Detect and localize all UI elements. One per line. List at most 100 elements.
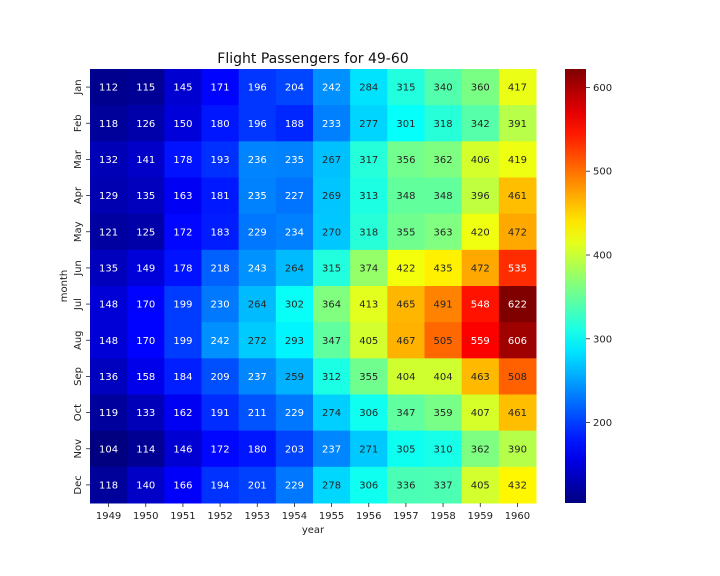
cell-value-label: 141: [136, 155, 155, 166]
heatmap-cell: [350, 466, 388, 504]
heatmap-cell: [350, 249, 388, 287]
cell-value-label: 347: [322, 336, 341, 347]
x-tick-label: 1956: [356, 511, 381, 522]
cell-value-label: 145: [173, 83, 192, 94]
heatmap-cell: [498, 177, 537, 215]
heatmap-cell: [498, 394, 537, 432]
cell-value-label: 374: [359, 263, 378, 274]
heatmap-cell: [387, 286, 425, 323]
heatmap-cell: [238, 466, 277, 504]
cell-value-label: 230: [211, 300, 230, 311]
heatmap-cell: [350, 69, 388, 106]
cell-value-label: 306: [359, 480, 378, 491]
heatmap-cell: [127, 69, 165, 106]
heatmap-cell: [164, 358, 202, 395]
cell-value-label: 337: [434, 480, 453, 491]
cell-value-label: 243: [248, 263, 267, 274]
cell-value-label: 355: [396, 227, 415, 238]
heatmap-cell: [238, 69, 277, 106]
heatmap-cell: [164, 249, 202, 287]
heatmap-cell: [90, 322, 128, 359]
heatmap-cell: [90, 105, 128, 142]
heatmap-cell: [424, 69, 463, 106]
cell-value-label: 461: [508, 408, 527, 419]
heatmap-cell: [498, 213, 537, 251]
cell-value-label: 171: [211, 83, 230, 94]
cell-value-label: 340: [434, 83, 453, 94]
heatmap-cell: [313, 286, 351, 323]
colorbar-tick-label: 200: [593, 418, 612, 429]
heatmap-cell: [275, 394, 314, 432]
heatmap-cell: [313, 322, 351, 359]
cell-value-label: 277: [359, 119, 378, 130]
heatmap-cell: [387, 105, 425, 142]
colorbar: 200 300 400 500 600: [565, 69, 612, 503]
x-tick-label: 1957: [393, 511, 418, 522]
cell-value-label: 461: [508, 191, 527, 202]
heatmap-cell: [313, 430, 351, 468]
heatmap-cell: [498, 141, 537, 178]
cell-value-label: 313: [359, 191, 378, 202]
heatmap-cell: [424, 249, 463, 287]
cell-value-label: 158: [136, 372, 155, 383]
cell-value-label: 135: [99, 263, 118, 274]
heatmap-cell: [238, 249, 277, 287]
heatmap-cell: [424, 322, 463, 359]
cell-value-label: 267: [322, 155, 341, 166]
heatmap-cell: [461, 141, 500, 178]
heatmap-cell: [461, 249, 500, 287]
heatmap-cell: [387, 141, 425, 178]
heatmap-cell: [275, 177, 314, 215]
cell-value-label: 191: [211, 408, 230, 419]
heatmap-cell: [201, 249, 240, 287]
cell-value-label: 180: [248, 444, 267, 455]
cell-value-label: 229: [285, 408, 304, 419]
heatmap-cell: [387, 213, 425, 251]
cell-value-label: 419: [508, 155, 527, 166]
cell-value-label: 467: [396, 336, 415, 347]
heatmap-cell: [238, 105, 277, 142]
cell-value-label: 163: [173, 191, 192, 202]
cell-value-label: 472: [471, 263, 490, 274]
cell-value-label: 199: [173, 300, 192, 311]
cell-value-label: 390: [508, 444, 527, 455]
cell-value-label: 180: [211, 119, 230, 130]
chart-title: Flight Passengers for 49-60: [217, 51, 408, 67]
cell-value-label: 465: [396, 300, 415, 311]
cell-value-label: 162: [173, 408, 192, 419]
x-tick-label: 1958: [430, 511, 455, 522]
cell-value-label: 237: [322, 444, 341, 455]
cell-value-label: 237: [248, 372, 267, 383]
heatmap-cell: [313, 213, 351, 251]
cell-value-label: 362: [471, 444, 490, 455]
cell-value-label: 115: [136, 83, 155, 94]
cell-value-label: 172: [211, 444, 230, 455]
heatmap-cell: [461, 430, 500, 468]
cell-value-label: 170: [136, 336, 155, 347]
cell-value-label: 148: [99, 336, 118, 347]
heatmap-cell: [461, 394, 500, 432]
heatmap-cells: 112 115 145 171 196 204 242 284 315 340 360 417 118 1…: [90, 69, 537, 504]
cell-value-label: 121: [99, 227, 118, 238]
cell-value-label: 420: [471, 227, 490, 238]
cell-value-label: 172: [173, 227, 192, 238]
heatmap-cell: [201, 322, 240, 359]
heatmap-cell: [424, 430, 463, 468]
heatmap-cell: [424, 213, 463, 251]
colorbar-tick-label: 600: [593, 83, 612, 94]
cell-value-label: 229: [285, 480, 304, 491]
heatmap-cell: [313, 466, 351, 504]
cell-value-label: 264: [248, 300, 267, 311]
cell-value-label: 135: [136, 191, 155, 202]
heatmap-cell: [90, 286, 128, 323]
heatmap-cell: [275, 105, 314, 142]
cell-value-label: 407: [471, 408, 490, 419]
x-tick-label: 1953: [245, 511, 270, 522]
cell-value-label: 413: [359, 300, 378, 311]
heatmap-cell: [127, 249, 165, 287]
cell-value-label: 491: [434, 300, 453, 311]
cell-value-label: 259: [285, 372, 304, 383]
heatmap-cell: [387, 69, 425, 106]
cell-value-label: 166: [173, 480, 192, 491]
heatmap-cell: [238, 394, 277, 432]
